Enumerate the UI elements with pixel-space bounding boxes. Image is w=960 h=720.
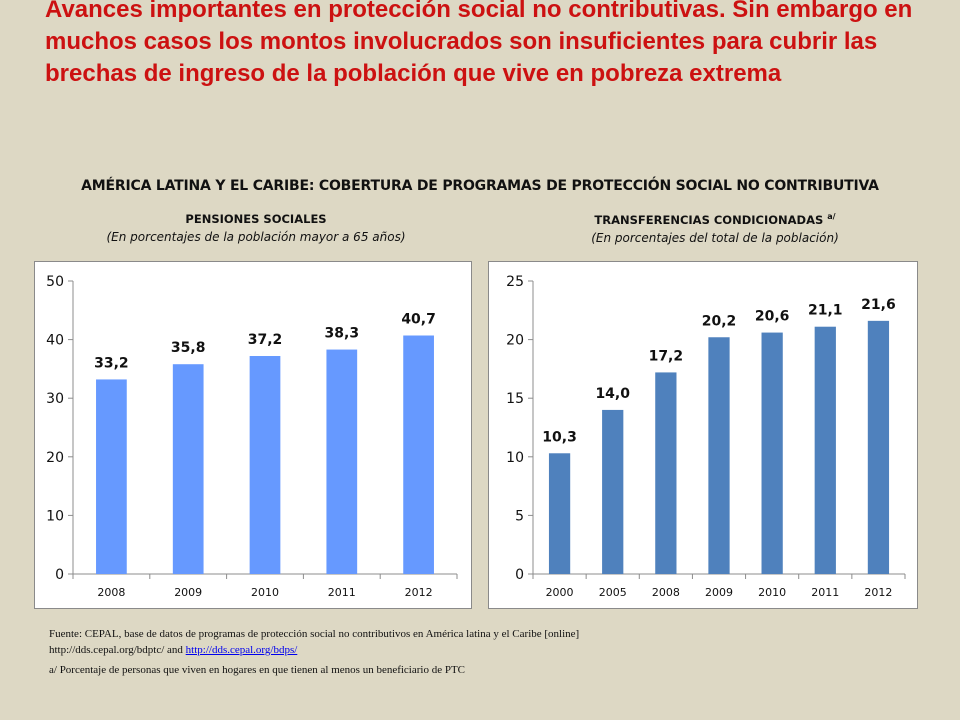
y-tick-label: 10	[506, 450, 524, 466]
data-label-pensiones-2012: 40,7	[401, 311, 436, 327]
y-tick-label: 10	[46, 508, 64, 524]
source-line-2: http://dds.cepal.org/bdptc/ and http://d…	[49, 642, 929, 658]
chart-pensiones-sociales: 0 10 20 30 40 50 33,2 2008 35,8 2009 37,2 2010 38,3 2…	[34, 261, 472, 609]
data-label-transferencias-2005: 14,0	[595, 386, 630, 402]
x-tick-label: 2000	[546, 586, 574, 599]
x-tick-label: 2012	[405, 586, 433, 599]
data-label-transferencias-2000: 10,3	[542, 429, 577, 445]
bar-transferencias-2011	[814, 326, 836, 574]
chart-subtitle-transferencias: (En porcentajes del total de la població…	[591, 230, 839, 245]
y-tick-label: 5	[515, 508, 524, 524]
x-tick-label: 2005	[599, 586, 627, 599]
y-tick-label: 20	[506, 333, 524, 349]
bar-pensiones-2009	[172, 364, 204, 574]
data-label-pensiones-2008: 33,2	[94, 355, 129, 371]
bar-pensiones-2010	[249, 356, 281, 574]
bar-transferencias-2000	[548, 453, 571, 574]
y-tick-label: 20	[46, 450, 64, 466]
bar-transferencias-2010	[761, 332, 783, 574]
chart-pensiones-svg: 0 10 20 30 40 50 33,2 2008 35,8 2009 37,2 2010 38,3 2…	[46, 274, 458, 599]
bar-transferencias-2012	[867, 320, 890, 574]
data-label-pensiones-2010: 37,2	[248, 332, 283, 348]
bar-pensiones-2011	[326, 349, 358, 574]
chart-title-transferencias-text: TRANSFERENCIAS CONDICIONADAS	[594, 212, 824, 227]
y-tick-label: 50	[46, 274, 64, 290]
y-tick-label: 25	[506, 274, 524, 290]
x-tick-label: 2009	[174, 586, 202, 599]
footnotes: Fuente: CEPAL, base de datos de programa…	[49, 626, 929, 678]
data-label-pensiones-2009: 35,8	[171, 340, 206, 356]
x-tick-label: 2008	[97, 586, 125, 599]
x-tick-label: 2009	[705, 586, 733, 599]
x-tick-label: 2012	[864, 586, 892, 599]
x-tick-label: 2011	[811, 586, 839, 599]
data-label-transferencias-2012: 21,6	[861, 297, 896, 313]
chart-header-transferencias: TRANSFERENCIAS CONDICIONADAS a/ (En porc…	[490, 212, 940, 245]
data-label-pensiones-2011: 38,3	[325, 326, 360, 342]
bar-transferencias-2009	[708, 337, 730, 574]
slide-title: Avances importantes en protección social…	[45, 0, 913, 87]
chart-title-footnote-mark: a/	[827, 212, 836, 221]
source-link[interactable]: http://dds.cepal.org/bdps/	[185, 644, 298, 656]
bar-transferencias-2008	[655, 372, 677, 574]
y-tick-label: 30	[46, 391, 64, 407]
chart-title-transferencias: TRANSFERENCIAS CONDICIONADAS a/	[490, 212, 940, 227]
chart-header-pensiones: PENSIONES SOCIALES (En porcentajes de la…	[40, 212, 472, 244]
y-tick-label: 0	[55, 567, 64, 583]
chart-transferencias-svg: 0 5 10 15 20 25 10,3 2000 14,0 2005 17,2 2008 20,2 20…	[506, 274, 906, 599]
data-label-transferencias-2010: 20,6	[755, 309, 790, 325]
y-tick-label: 40	[46, 333, 64, 349]
source-line-1: Fuente: CEPAL, base de datos de programa…	[49, 628, 580, 640]
footnote-a: a/ Porcentaje de personas que viven en h…	[49, 664, 466, 676]
x-tick-label: 2010	[251, 586, 279, 599]
bar-pensiones-2012	[403, 335, 434, 574]
data-label-transferencias-2008: 17,2	[649, 348, 684, 364]
bar-transferencias-2005	[602, 409, 624, 574]
bar-pensiones-2008	[96, 379, 127, 574]
source-url-text: http://dds.cepal.org/bdptc/ and	[49, 644, 186, 656]
y-tick-label: 0	[515, 567, 524, 583]
chart-subtitle-pensiones: (En porcentajes de la población mayor a …	[106, 230, 406, 244]
data-label-transferencias-2011: 21,1	[808, 303, 843, 319]
y-tick-label: 15	[506, 391, 524, 407]
chart-title-pensiones: PENSIONES SOCIALES	[185, 212, 327, 226]
data-label-transferencias-2009: 20,2	[702, 313, 737, 329]
x-tick-label: 2011	[328, 586, 356, 599]
main-chart-title: AMÉRICA LATINA Y EL CARIBE: COBERTURA DE…	[81, 178, 879, 194]
x-tick-label: 2008	[652, 586, 680, 599]
chart-transferencias-condicionadas: 0 5 10 15 20 25 10,3 2000 14,0 2005 17,2 2008 20,2 20…	[488, 261, 918, 609]
x-tick-label: 2010	[758, 586, 786, 599]
